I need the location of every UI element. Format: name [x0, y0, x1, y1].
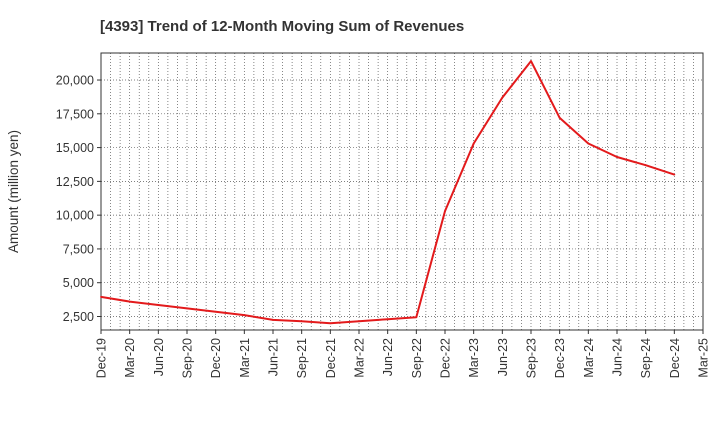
x-tick-label: Jun-21	[267, 338, 281, 376]
y-tick-label: 7,500	[63, 242, 94, 256]
x-tick-label: Dec-24	[668, 338, 682, 378]
x-tick-label: Sep-21	[295, 338, 309, 378]
data-point	[673, 173, 676, 176]
x-tick-label: Jun-22	[381, 338, 395, 376]
x-tick-label: Sep-23	[525, 338, 539, 378]
y-axis-label: Amount (million yen)	[6, 130, 21, 253]
x-tick-label: Dec-21	[324, 338, 338, 378]
data-point	[100, 295, 102, 298]
x-tick-label: Dec-22	[439, 338, 453, 378]
x-tick-label: Sep-22	[410, 338, 424, 378]
data-point	[358, 320, 360, 323]
x-tick-label: Dec-23	[553, 338, 567, 378]
x-tick-label: Mar-23	[467, 338, 481, 378]
data-point	[243, 314, 246, 317]
series-group	[100, 60, 676, 325]
data-point	[444, 210, 446, 212]
data-point	[415, 316, 418, 319]
data-point	[128, 300, 131, 303]
y-tick-label: 2,500	[63, 310, 94, 324]
x-tick-label: Mar-25	[697, 338, 711, 378]
y-tick-label: 12,500	[56, 175, 94, 189]
data-point	[386, 318, 389, 321]
y-tick-label: 10,000	[56, 209, 94, 223]
x-axis-ticks: Dec-19 Mar-20 Jun-20 Sep-20 Dec-20 Mar-21 Jun-…	[95, 330, 711, 378]
x-tick-label: Jun-24	[611, 338, 625, 376]
x-tick-label: Mar-20	[123, 338, 137, 378]
x-tick-label: Sep-24	[639, 338, 653, 378]
x-tick-label: Mar-22	[353, 338, 367, 378]
x-tick-label: Dec-19	[95, 338, 109, 378]
y-tick-label: 17,500	[56, 107, 94, 121]
data-point	[300, 320, 303, 323]
data-point	[616, 156, 618, 158]
data-point	[472, 142, 475, 145]
y-tick-label: 20,000	[56, 74, 94, 88]
data-point	[272, 318, 274, 321]
x-tick-label: Mar-21	[238, 338, 252, 378]
data-point	[558, 116, 561, 119]
x-tick-label: Jun-23	[496, 338, 510, 376]
data-point	[157, 304, 160, 306]
y-tick-label: 5,000	[63, 276, 94, 290]
data-point	[186, 307, 188, 310]
x-tick-label: Mar-24	[582, 338, 596, 378]
data-point	[530, 60, 532, 63]
x-tick-label: Dec-20	[209, 338, 223, 378]
data-point	[587, 142, 590, 145]
series-line	[100, 60, 675, 325]
plot-frame	[100, 52, 704, 331]
data-point	[214, 310, 217, 313]
x-tick-label: Sep-20	[181, 338, 195, 378]
y-axis-ticks: 2,500 5,000 7,500 10,000 12,500 15,000 17,500 2…	[56, 74, 101, 324]
data-point	[644, 164, 647, 167]
data-point	[329, 322, 332, 325]
chart-title: [4393] Trend of 12-Month Moving Sum of R…	[100, 18, 464, 35]
x-tick-label: Jun-20	[152, 338, 166, 376]
grid-lines	[101, 53, 703, 330]
data-point	[501, 96, 504, 99]
y-tick-label: 15,000	[56, 141, 94, 155]
